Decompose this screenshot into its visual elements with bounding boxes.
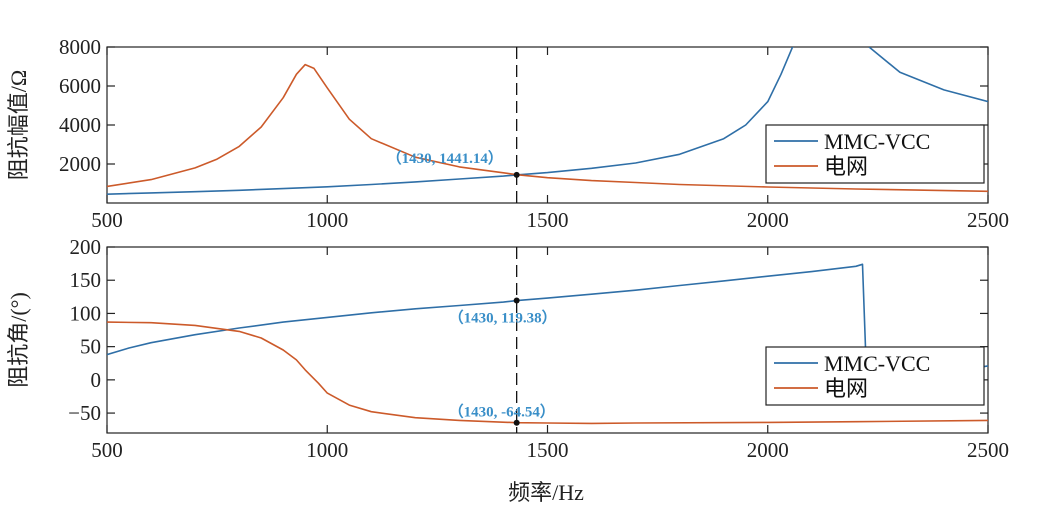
series-line-mmc-vcc	[107, 263, 988, 388]
y-tick-label: 8000	[59, 35, 101, 59]
data-tip-label: （1430, 119.38）	[449, 309, 557, 327]
legend-entry: MMC-VCC	[824, 351, 930, 376]
y-tick-label: 2000	[59, 152, 101, 176]
y-tick-label: 0	[91, 368, 102, 392]
y-tick-label: 50	[80, 335, 101, 359]
y-axis-label: 阻抗幅值/Ω	[6, 70, 31, 180]
y-tick-label: 6000	[59, 74, 101, 98]
x-tick-label: 500	[91, 438, 123, 462]
y-tick-label: 150	[70, 268, 102, 292]
magnitude-panel: 500 1000 1500 2000 2500 2000 4000 6000 8000 阻抗幅值/…	[6, 35, 1009, 232]
x-tick-label: 1000	[306, 438, 348, 462]
y-tick-label: 200	[70, 235, 102, 259]
x-tick-label: 2500	[967, 208, 1009, 232]
series-line-grid	[107, 63, 988, 193]
series-line-mmc-vcc	[107, 47, 988, 195]
y-tick-label: 100	[70, 301, 102, 325]
marker-point	[513, 297, 520, 304]
x-tick-label: 2000	[747, 438, 789, 462]
legend-entry: MMC-VCC	[824, 129, 930, 154]
x-tick-label: 2500	[967, 438, 1009, 462]
y-tick-label: 4000	[59, 113, 101, 137]
y-axis-label: 阻抗角/(°)	[6, 292, 31, 388]
x-tick-label: 1000	[306, 208, 348, 232]
x-tick-label: 2000	[747, 208, 789, 232]
data-tip-label: （1430, 1441.14）	[387, 149, 503, 167]
legend-box	[765, 124, 985, 184]
series-line-grid	[107, 321, 988, 425]
marker-point	[513, 419, 520, 426]
legend-box	[765, 346, 985, 406]
x-axis-label: 频率/Hz	[508, 480, 584, 505]
x-tick-label: 500	[91, 208, 123, 232]
marker-point	[513, 171, 520, 178]
legend-entry: 电网	[824, 376, 868, 401]
data-tip-label: （1430, -64.54）	[449, 403, 555, 421]
phase-panel: 500 1000 1500 2000 2500 −50 0 50 100 150 200 阻抗角/(°…	[6, 235, 1009, 462]
x-tick-label: 1500	[527, 438, 569, 462]
x-tick-label: 1500	[527, 208, 569, 232]
legend-entry: 电网	[824, 154, 868, 179]
y-tick-label: −50	[68, 401, 101, 425]
